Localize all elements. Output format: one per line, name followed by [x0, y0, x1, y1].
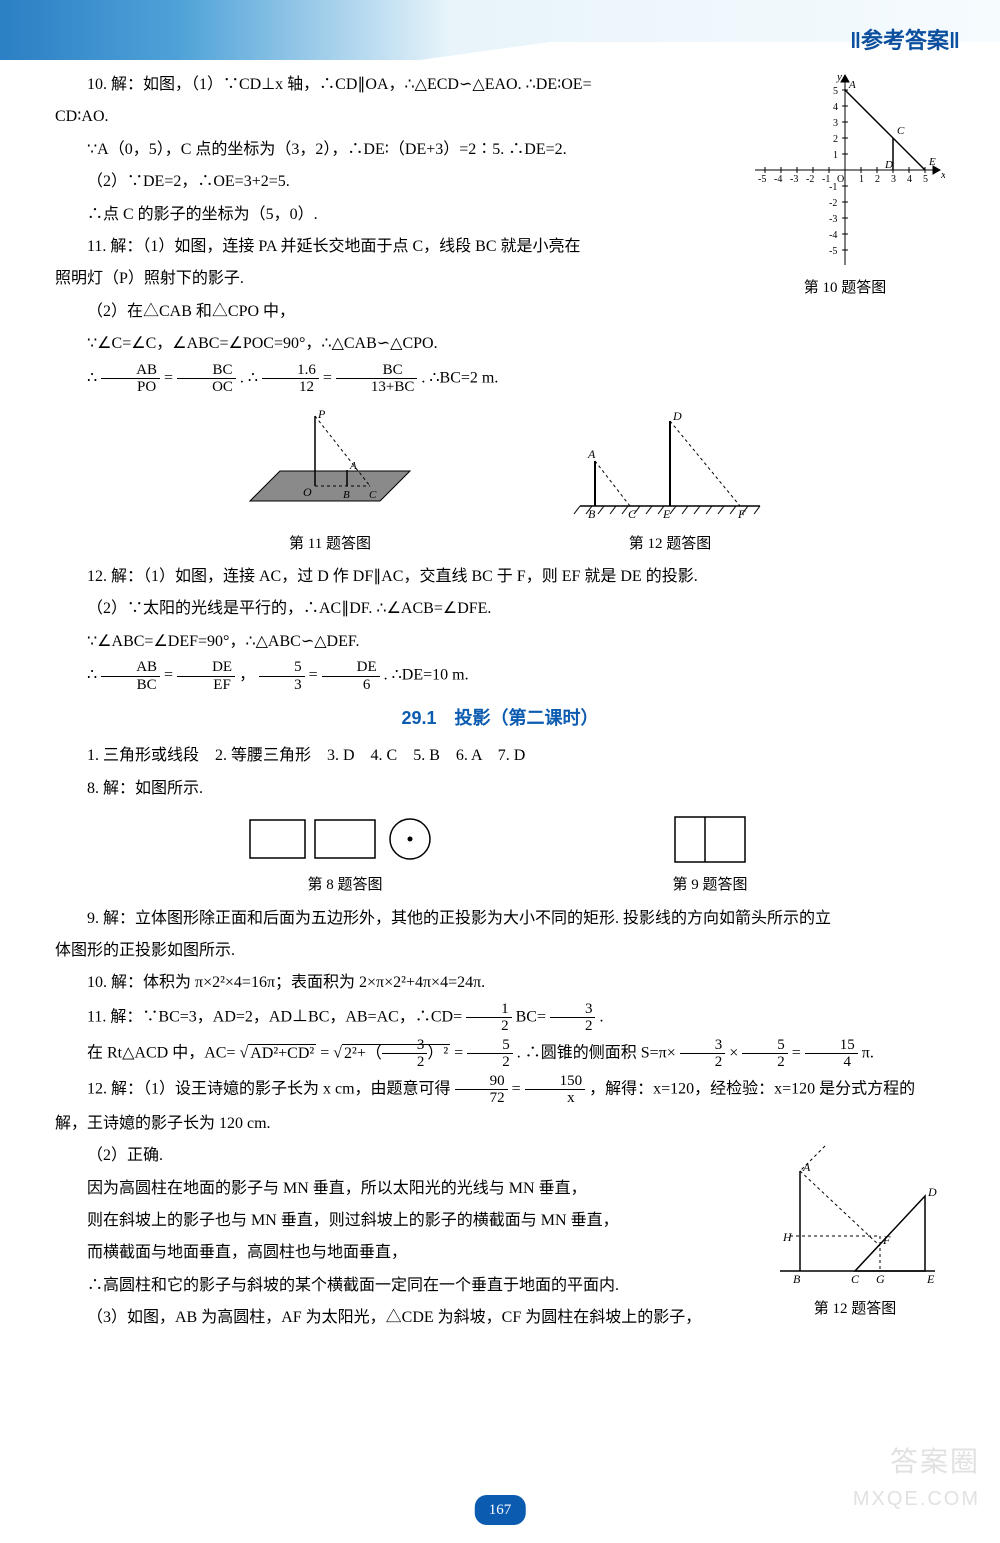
svg-text:O: O	[837, 174, 844, 185]
page-body: -5-4-3 -2-1 O 123 45 123 45 -1-2-3 -4-5	[0, 60, 1000, 1336]
svg-text:B: B	[343, 489, 350, 501]
q12a-caption: 第 12 题答图	[570, 530, 770, 559]
svg-text:2: 2	[833, 134, 838, 145]
svg-text:2: 2	[875, 174, 880, 185]
q12b-diagram: A B C D E F G H	[765, 1141, 945, 1291]
svg-text:1: 1	[859, 174, 864, 185]
q10-coordinate-plot: -5-4-3 -2-1 O 123 45 123 45 -1-2-3 -4-5	[745, 70, 945, 270]
svg-text:B: B	[588, 507, 596, 521]
svg-text:4: 4	[833, 102, 838, 113]
s2-p11-l1: 11. 解：∵BC=3，AD=2，AD⊥BC，AB=AC，∴CD= 12 BC=…	[55, 1001, 945, 1035]
fig-row-8-9: 第 8 题答图 第 9 题答图	[55, 812, 945, 900]
s2-p10: 10. 解：体积为 π×2²×4=16π；表面积为 2×π×2²+4π×4=24…	[55, 968, 945, 998]
p12-l1: 12. 解：（1）如图，连接 AC，过 D 作 DF∥AC，交直线 BC 于 F…	[55, 562, 945, 592]
svg-text:-3: -3	[829, 214, 837, 225]
q12a-figure-block: A B C D E F 第 12 题答图	[570, 406, 770, 559]
q10-figure-block: -5-4-3 -2-1 O 123 45 123 45 -1-2-3 -4-5	[745, 70, 945, 303]
svg-text:A: A	[349, 460, 357, 472]
q11-caption: 第 11 题答图	[230, 530, 430, 559]
svg-text:G: G	[876, 1272, 885, 1286]
svg-text:-4: -4	[774, 174, 782, 185]
watermark-2: MXQE.COM	[853, 1480, 980, 1518]
svg-text:-5: -5	[829, 246, 837, 257]
q11-figure-block: P O A B C 第 11 题答图	[230, 406, 430, 559]
p12-l2: （2）∵太阳的光线是平行的，∴AC∥DF. ∴∠ACB=∠DFE.	[55, 594, 945, 624]
svg-text:D: D	[884, 159, 893, 171]
header-title: ‖参考答案‖	[850, 20, 960, 62]
q10-caption: 第 10 题答图	[745, 274, 945, 303]
svg-text:-5: -5	[758, 174, 766, 185]
svg-text:A: A	[848, 79, 856, 91]
q12b-figure-block: A B C D E F G H 第 12 题答图	[765, 1141, 945, 1324]
svg-text:y: y	[836, 71, 842, 83]
svg-text:A: A	[802, 1160, 811, 1174]
q12a-diagram: A B C D E F	[570, 406, 770, 526]
svg-text:3: 3	[833, 118, 838, 129]
svg-text:5: 5	[833, 86, 838, 97]
s2-p12-l2: 解，王诗嬑的影子长为 120 cm.	[55, 1109, 945, 1139]
s2-p9-l2: 体图形的正投影如图所示.	[55, 936, 945, 966]
s2-p8: 8. 解：如图所示.	[55, 774, 945, 804]
svg-text:4: 4	[907, 174, 912, 185]
svg-text:C: C	[369, 489, 377, 501]
svg-text:1: 1	[833, 150, 838, 161]
section2-title: 29.1 投影（第二课时）	[55, 701, 945, 735]
svg-text:5: 5	[923, 174, 928, 185]
q8-figure-block: 第 8 题答图	[245, 812, 445, 900]
svg-text:O: O	[303, 485, 312, 499]
svg-text:P: P	[317, 407, 326, 421]
svg-text:3: 3	[891, 174, 896, 185]
q9-caption: 第 9 题答图	[665, 871, 755, 900]
fig-row-11-12: P O A B C 第 11 题答图	[55, 406, 945, 559]
p12-l3: ∵∠ABC=∠DEF=90°，∴△ABC∽△DEF.	[55, 627, 945, 657]
q9-shape	[665, 812, 755, 867]
s2-p9-l1: 9. 解：立体图形除正面和后面为五边形外，其他的正投影为大小不同的矩形. 投影线…	[55, 904, 945, 934]
q9-figure-block: 第 9 题答图	[665, 812, 755, 900]
svg-text:B: B	[793, 1272, 801, 1286]
q11-diagram: P O A B C	[230, 406, 430, 526]
svg-text:-3: -3	[790, 174, 798, 185]
svg-text:H: H	[782, 1230, 793, 1244]
s2-p12-l1: 12. 解：（1）设王诗嬑的影子长为 x cm，由题意可得 9072 = 150…	[55, 1073, 945, 1107]
q12b-caption: 第 12 题答图	[765, 1295, 945, 1324]
svg-text:-2: -2	[806, 174, 814, 185]
svg-text:E: E	[926, 1272, 935, 1286]
s2-ansline: 1. 三角形或线段 2. 等腰三角形 3. D 4. C 5. B 6. A 7…	[55, 741, 945, 771]
p11-eq: ∴ ABPO = BCOC . ∴ 1.612 = BC13+BC . ∴BC=…	[55, 362, 945, 396]
svg-text:A: A	[587, 447, 596, 461]
svg-text:C: C	[851, 1272, 860, 1286]
svg-text:C: C	[628, 507, 637, 521]
svg-text:-2: -2	[829, 198, 837, 209]
p12-eq: ∴ ABBC = DEEF ， 53 = DE6 . ∴DE=10 m.	[55, 659, 945, 693]
p11-l4: ∵∠C=∠C，∠ABC=∠POC=90°，∴△CAB∽△CPO.	[55, 329, 945, 359]
svg-text:-1: -1	[829, 182, 837, 193]
svg-text:D: D	[672, 409, 682, 423]
q8-shapes	[245, 812, 445, 867]
svg-text:F: F	[737, 507, 746, 521]
page-number: 167	[475, 1495, 526, 1526]
svg-text:-4: -4	[829, 230, 837, 241]
svg-text:E: E	[928, 156, 936, 168]
svg-text:x: x	[940, 169, 945, 181]
svg-text:D: D	[927, 1185, 937, 1199]
s2-p11-l2: 在 Rt△ACD 中，AC= √AD²+CD² = √2²+（32）² = 52…	[55, 1037, 945, 1071]
svg-text:F: F	[882, 1233, 891, 1247]
svg-text:E: E	[662, 507, 671, 521]
svg-text:C: C	[897, 125, 905, 137]
q8-caption: 第 8 题答图	[245, 871, 445, 900]
